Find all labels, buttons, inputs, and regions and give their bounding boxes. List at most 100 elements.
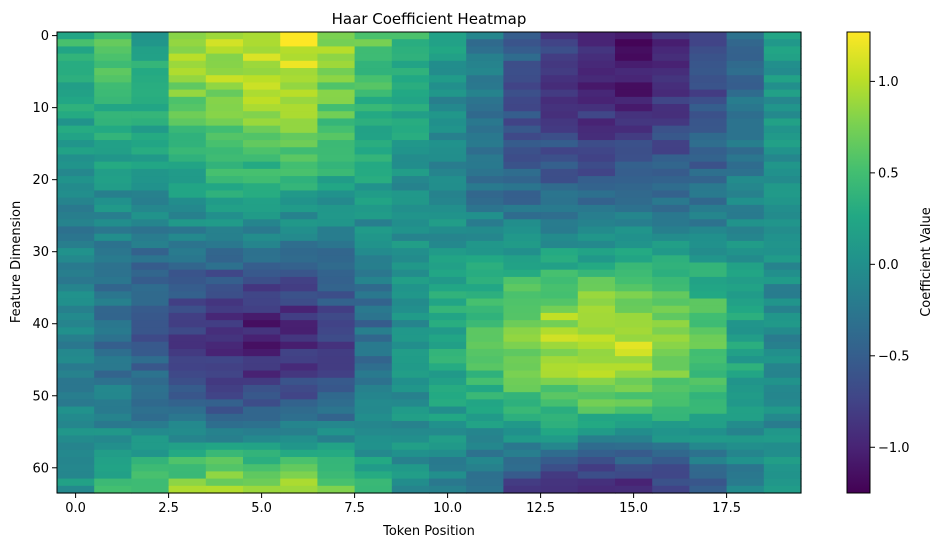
heatmap-cell [317, 111, 356, 120]
heatmap-cell [131, 226, 170, 235]
heatmap-cell [354, 377, 393, 386]
heatmap-cell [540, 39, 579, 47]
heatmap-cell [726, 219, 765, 228]
heatmap-cell [280, 96, 318, 105]
heatmap-cell [689, 377, 728, 386]
heatmap-cell [615, 197, 653, 206]
heatmap-cell [280, 82, 318, 91]
heatmap-cell [726, 406, 765, 415]
heatmap-cell [391, 320, 430, 328]
colorbar: −1.0 −0.5 0.0 0.5 1.0 [846, 31, 910, 494]
heatmap-cell [577, 32, 616, 40]
heatmap-cell [391, 485, 430, 494]
heatmap-cell [354, 356, 393, 364]
heatmap-cell [168, 183, 207, 192]
heatmap-cell [763, 140, 802, 148]
heatmap-cell [726, 356, 765, 364]
heatmap-cell [652, 471, 690, 480]
heatmap-cell [540, 478, 579, 487]
heatmap-cell [168, 413, 207, 422]
heatmap-cell [391, 53, 430, 62]
heatmap-cell [243, 456, 281, 465]
heatmap-cell [57, 190, 95, 199]
heatmap-cell [577, 204, 616, 213]
heatmap-cell [763, 327, 802, 336]
heatmap-cell [354, 284, 393, 292]
heatmap-cell [94, 442, 132, 451]
heatmap-cell [652, 312, 690, 321]
heatmap-cell [503, 233, 542, 242]
heatmap-cell [577, 132, 616, 141]
heatmap-cell [615, 212, 653, 220]
heatmap-cell [577, 255, 616, 264]
heatmap-cell [57, 399, 95, 408]
heatmap-cell [652, 32, 690, 40]
heatmap-cell [168, 168, 207, 177]
heatmap-cell [391, 60, 430, 69]
heatmap-cell [429, 356, 467, 364]
heatmap-cell [577, 305, 616, 314]
heatmap-cell [652, 104, 690, 112]
heatmap-cell [726, 68, 765, 76]
heatmap-cell [763, 204, 802, 213]
heatmap-cell [503, 147, 542, 156]
heatmap-cell [689, 291, 728, 300]
heatmap-cell [205, 240, 244, 249]
heatmap-cell [168, 219, 207, 228]
heatmap-cell [615, 305, 653, 314]
heatmap-cell [689, 392, 728, 400]
y-tick-label: 20 [32, 173, 49, 188]
heatmap-cell [205, 464, 244, 472]
heatmap-cell [280, 276, 318, 285]
heatmap-cell [577, 82, 616, 91]
heatmap-cell [280, 190, 318, 199]
heatmap-cell [391, 262, 430, 271]
heatmap-cell [205, 276, 244, 285]
heatmap-cell [540, 334, 579, 343]
heatmap-cell [726, 420, 765, 429]
heatmap-cell [57, 176, 95, 184]
heatmap-cell [615, 183, 653, 192]
heatmap-cell [540, 183, 579, 192]
heatmap-cell [503, 464, 542, 472]
heatmap-cell [317, 89, 356, 98]
heatmap-cell [726, 464, 765, 472]
heatmap-cell [726, 413, 765, 422]
heatmap-cell [280, 478, 318, 487]
heatmap-cell [615, 406, 653, 415]
heatmap-cell [280, 176, 318, 184]
heatmap-cell [652, 89, 690, 98]
heatmap-cell [429, 89, 467, 98]
heatmap-cell [205, 471, 244, 480]
heatmap-cell [391, 276, 430, 285]
heatmap-cell [391, 406, 430, 415]
heatmap-cell [577, 276, 616, 285]
heatmap-cell [503, 384, 542, 393]
heatmap-cell [57, 262, 95, 271]
heatmap-cell [763, 363, 802, 372]
heatmap-cell [466, 442, 504, 451]
heatmap-cell [317, 140, 356, 148]
heatmap-cell [689, 370, 728, 379]
heatmap-cell [280, 104, 318, 112]
heatmap-cell [243, 356, 281, 364]
heatmap-cell [243, 464, 281, 472]
heatmap-cell [429, 413, 467, 422]
heatmap-cell [280, 377, 318, 386]
heatmap-cell [243, 276, 281, 285]
heatmap-cell [168, 89, 207, 98]
heatmap-cell [280, 428, 318, 436]
heatmap-cell [615, 248, 653, 256]
heatmap-cell [503, 255, 542, 264]
heatmap-cell [763, 399, 802, 408]
heatmap-cell [577, 190, 616, 199]
heatmap-cell [94, 75, 132, 84]
heatmap-cell [540, 147, 579, 156]
heatmap-cell [57, 276, 95, 285]
heatmap-cell [205, 334, 244, 343]
heatmap-cell [280, 154, 318, 163]
heatmap-cell [652, 413, 690, 422]
heatmap-cell [57, 32, 95, 40]
heatmap-cell [429, 176, 467, 184]
heatmap-cell [503, 298, 542, 307]
